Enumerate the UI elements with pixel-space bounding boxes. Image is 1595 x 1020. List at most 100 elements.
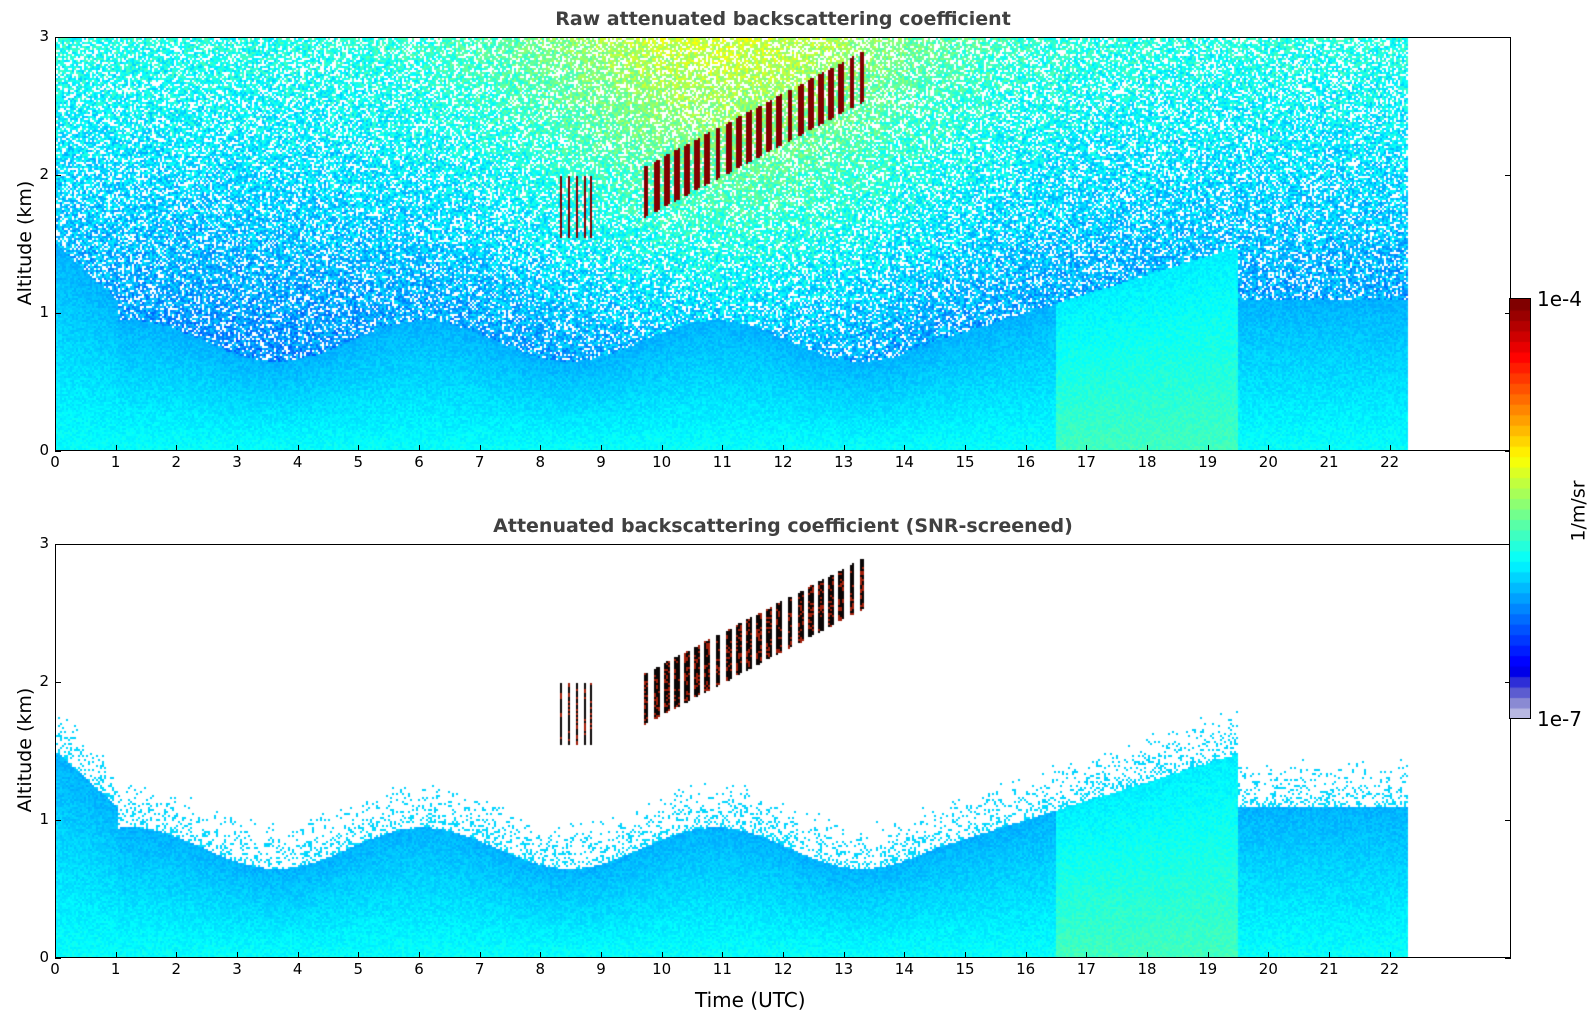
y-tick-mark: [55, 313, 61, 314]
x-tick-mark: [1025, 445, 1027, 451]
heatmap-screened-canvas: [56, 545, 1510, 957]
x-tick-mark: [1268, 952, 1270, 958]
x-tick-mark: [1329, 445, 1330, 451]
y-tick-label: 2: [39, 165, 49, 183]
x-tick-label: 20: [1258, 453, 1278, 471]
x-tick-mark: [115, 445, 117, 451]
y-tick-mark-right: [1505, 175, 1511, 176]
x-tick-mark: [540, 445, 542, 451]
x-tick-mark: [1147, 445, 1148, 451]
x-tick-mark: [783, 952, 784, 958]
x-tick-mark: [55, 445, 56, 451]
x-tick-mark: [843, 445, 845, 451]
x-tick-label: 8: [535, 960, 546, 978]
x-tick-mark: [1207, 952, 1209, 958]
x-tick-label: 5: [353, 960, 364, 978]
x-tick-label: 18: [1137, 453, 1157, 471]
y-tick-label: 0: [39, 441, 49, 459]
y-axis-label-raw: Altitude (km): [14, 180, 36, 306]
y-tick-mark-right: [1505, 958, 1511, 959]
y-tick-mark: [55, 451, 61, 452]
x-tick-label: 11: [712, 960, 732, 978]
x-tick-label: 11: [712, 453, 732, 471]
x-tick-mark: [965, 445, 966, 451]
x-tick-mark: [601, 952, 602, 958]
x-tick-mark: [419, 952, 420, 958]
x-tick-label: 19: [1198, 960, 1218, 978]
y-tick-mark: [55, 820, 61, 821]
colorbar-min-label: 1e-7: [1537, 707, 1582, 731]
heatmap-raw-canvas: [56, 38, 1510, 450]
x-tick-mark: [904, 952, 906, 958]
x-tick-mark: [1389, 445, 1391, 451]
x-tick-label: 12: [773, 960, 793, 978]
x-tick-label: 3: [232, 960, 242, 978]
x-tick-label: 2: [171, 960, 182, 978]
x-tick-label: 6: [414, 453, 424, 471]
x-tick-label: 8: [535, 453, 546, 471]
y-tick-mark-right: [1505, 682, 1511, 683]
x-tick-mark: [55, 952, 56, 958]
x-tick-mark: [722, 445, 724, 451]
x-tick-mark: [176, 952, 178, 958]
x-tick-mark: [237, 445, 238, 451]
x-tick-label: 21: [1319, 453, 1339, 471]
x-tick-label: 7: [474, 960, 485, 978]
x-tick-mark: [1389, 952, 1391, 958]
x-tick-label: 21: [1319, 960, 1339, 978]
x-tick-label: 14: [894, 453, 914, 471]
x-tick-label: 4: [292, 960, 303, 978]
x-tick-mark: [722, 952, 724, 958]
x-tick-label: 0: [50, 453, 60, 471]
x-tick-label: 4: [292, 453, 303, 471]
y-tick-mark-right: [1505, 37, 1511, 38]
x-tick-label: 16: [1016, 453, 1036, 471]
x-tick-mark: [1329, 952, 1330, 958]
y-tick-label: 2: [39, 672, 49, 690]
x-tick-label: 13: [834, 960, 854, 978]
x-tick-mark: [358, 952, 360, 958]
y-tick-mark: [55, 544, 61, 545]
x-tick-label: 1: [110, 960, 121, 978]
y-tick-mark: [55, 682, 61, 683]
x-tick-label: 15: [955, 453, 975, 471]
x-tick-label: 22: [1380, 960, 1400, 978]
x-tick-label: 3: [232, 453, 242, 471]
x-tick-label: 7: [474, 453, 485, 471]
x-tick-mark: [601, 445, 602, 451]
x-axis-label: Time (UTC): [695, 988, 806, 1012]
x-tick-label: 20: [1258, 960, 1278, 978]
y-tick-label: 1: [39, 303, 49, 321]
x-tick-mark: [1147, 952, 1148, 958]
x-tick-mark: [661, 445, 663, 451]
x-tick-label: 19: [1198, 453, 1218, 471]
x-tick-mark: [843, 952, 845, 958]
x-tick-label: 0: [50, 960, 60, 978]
x-tick-mark: [479, 445, 481, 451]
x-tick-label: 2: [171, 453, 182, 471]
x-tick-mark: [176, 445, 178, 451]
y-tick-mark: [55, 958, 61, 959]
x-tick-mark: [1086, 445, 1088, 451]
x-tick-mark: [661, 952, 663, 958]
x-tick-label: 1: [110, 453, 121, 471]
x-tick-label: 14: [894, 960, 914, 978]
x-tick-label: 6: [414, 960, 424, 978]
y-tick-mark-right: [1505, 313, 1511, 314]
y-tick-label: 0: [39, 948, 49, 966]
x-tick-mark: [540, 952, 542, 958]
y-axis-label-screened: Altitude (km): [14, 687, 36, 813]
x-tick-mark: [1086, 952, 1088, 958]
x-tick-mark: [1268, 445, 1270, 451]
heatmap-raw: [55, 37, 1511, 451]
colorbar-unit-label: 1/m/sr: [1567, 480, 1590, 542]
x-tick-mark: [783, 445, 784, 451]
y-tick-mark-right: [1505, 820, 1511, 821]
y-tick-mark: [55, 37, 61, 38]
colorbar-max-label: 1e-4: [1537, 287, 1582, 311]
y-tick-mark-right: [1505, 544, 1511, 545]
x-tick-mark: [1025, 952, 1027, 958]
x-tick-mark: [1207, 445, 1209, 451]
y-tick-mark-right: [1505, 451, 1511, 452]
x-tick-label: 22: [1380, 453, 1400, 471]
